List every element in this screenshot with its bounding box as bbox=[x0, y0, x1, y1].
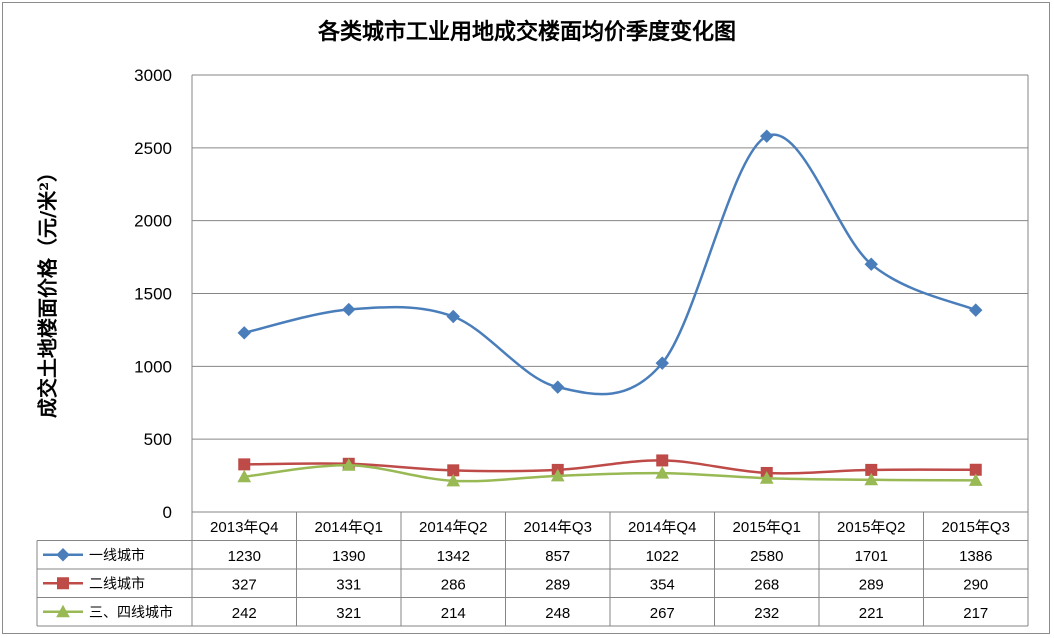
data-label: 857 bbox=[545, 548, 570, 565]
data-label: 217 bbox=[963, 605, 988, 622]
data-label: 321 bbox=[336, 605, 361, 622]
x-tick-label: 2015年Q2 bbox=[837, 519, 905, 536]
data-point bbox=[969, 303, 983, 317]
y-tick-label: 2000 bbox=[134, 212, 172, 231]
legend-label: 一线城市 bbox=[89, 547, 145, 564]
series-line bbox=[244, 459, 976, 475]
data-point bbox=[237, 326, 251, 340]
legend-marker bbox=[56, 548, 70, 562]
legend-marker bbox=[57, 577, 69, 590]
data-point bbox=[238, 458, 251, 471]
legend-label: 二线城市 bbox=[89, 575, 145, 592]
data-label: 2580 bbox=[750, 548, 783, 565]
series-line bbox=[244, 463, 976, 483]
legend-marker bbox=[56, 604, 70, 618]
data-point bbox=[864, 257, 878, 271]
data-point bbox=[655, 356, 669, 370]
x-tick-label: 2014年Q1 bbox=[315, 519, 383, 536]
data-label: 242 bbox=[232, 605, 257, 622]
y-tick-label: 0 bbox=[163, 503, 172, 522]
data-point bbox=[551, 380, 565, 394]
y-tick-label: 1500 bbox=[134, 285, 172, 304]
series-line bbox=[243, 133, 977, 396]
y-tick-label: 2500 bbox=[134, 139, 172, 158]
data-point bbox=[446, 309, 460, 324]
data-label: 290 bbox=[963, 576, 988, 593]
data-label: 221 bbox=[859, 605, 884, 622]
data-label: 1230 bbox=[228, 548, 261, 565]
x-tick-label: 2015年Q3 bbox=[942, 519, 1010, 536]
y-tick-label: 1000 bbox=[134, 357, 172, 376]
x-tick-label: 2014年Q2 bbox=[419, 519, 487, 536]
data-label: 1386 bbox=[959, 548, 992, 565]
data-label: 286 bbox=[441, 576, 466, 593]
x-tick-label: 2014年Q4 bbox=[628, 519, 696, 536]
x-tick-label: 2014年Q3 bbox=[524, 519, 592, 536]
legend-label: 三、四线城市 bbox=[89, 604, 173, 621]
data-point bbox=[968, 473, 983, 486]
data-label: 327 bbox=[232, 576, 257, 593]
data-label: 331 bbox=[336, 576, 361, 593]
data-point bbox=[550, 468, 565, 482]
chart-title: 各类城市工业用地成交楼面均价季度变化图 bbox=[317, 19, 736, 45]
data-point bbox=[864, 472, 879, 486]
data-label: 1022 bbox=[646, 548, 679, 565]
data-point bbox=[237, 469, 252, 483]
data-label: 214 bbox=[441, 605, 466, 622]
data-label: 1390 bbox=[332, 548, 365, 565]
data-label: 232 bbox=[754, 605, 779, 622]
data-label: 1701 bbox=[855, 548, 888, 565]
y-tick-label: 500 bbox=[144, 430, 172, 449]
data-point bbox=[656, 454, 669, 467]
data-label: 289 bbox=[545, 576, 570, 593]
data-label: 267 bbox=[650, 605, 675, 622]
data-label: 268 bbox=[754, 576, 779, 593]
data-label: 354 bbox=[650, 576, 675, 593]
data-point bbox=[655, 466, 670, 479]
data-label: 289 bbox=[859, 576, 884, 593]
x-tick-label: 2015年Q1 bbox=[733, 519, 801, 536]
data-point bbox=[446, 473, 461, 487]
data-point bbox=[341, 458, 356, 471]
y-tick-label: 3000 bbox=[134, 66, 172, 85]
data-point bbox=[760, 129, 774, 143]
x-tick-label: 2013年Q4 bbox=[210, 519, 278, 536]
data-point bbox=[759, 471, 774, 484]
data-label: 1342 bbox=[437, 548, 470, 565]
data-label: 248 bbox=[545, 605, 570, 622]
data-point bbox=[342, 302, 356, 317]
